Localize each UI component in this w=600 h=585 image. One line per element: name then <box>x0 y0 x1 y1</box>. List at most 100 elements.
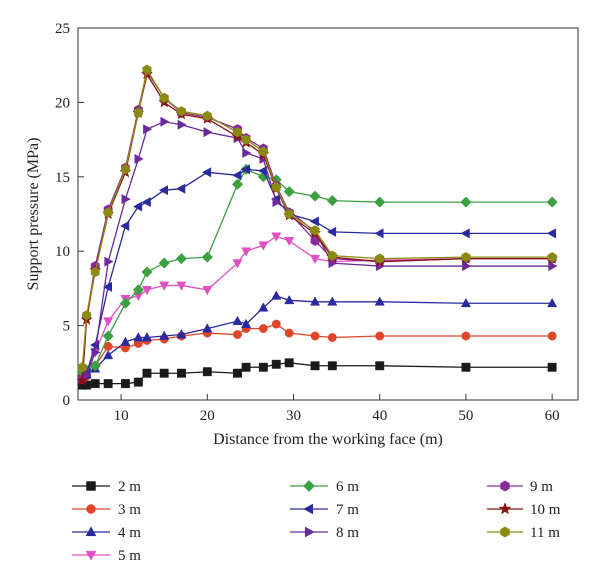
legend: 2 m 3 m 4 m 5 m 6 m 7 m 8 m 9 m 10 m 11 m <box>72 479 561 564</box>
y-axis-label: Support pressure (MPa) <box>25 138 42 291</box>
data-point <box>460 297 471 308</box>
legend-label: 4 m <box>118 525 141 541</box>
data-point <box>284 294 295 305</box>
data-point <box>271 319 281 329</box>
data-point <box>158 257 170 269</box>
data-point <box>548 261 558 272</box>
data-point <box>233 330 242 339</box>
data-point <box>132 201 143 212</box>
data-point <box>327 250 337 261</box>
y-tick-label: 15 <box>55 170 70 186</box>
data-point <box>546 228 556 239</box>
data-point <box>327 296 338 306</box>
data-point <box>103 317 114 327</box>
data-point <box>158 185 169 196</box>
data-point <box>271 232 282 242</box>
legend-marker <box>85 526 97 537</box>
data-point <box>461 362 471 372</box>
legend-label: 3 m <box>118 502 141 518</box>
legend-marker <box>498 502 512 515</box>
data-point <box>82 310 92 321</box>
data-point <box>233 127 242 138</box>
y-tick-label: 10 <box>55 244 70 260</box>
data-point <box>461 331 471 341</box>
x-tick-label: 60 <box>545 408 560 424</box>
data-point <box>142 368 152 378</box>
series-line <box>81 168 553 379</box>
data-point <box>232 315 243 325</box>
data-point <box>375 361 385 371</box>
data-point <box>241 134 251 145</box>
data-point <box>142 64 152 75</box>
x-tick-label: 50 <box>458 408 473 424</box>
x-tick-label: 40 <box>372 408 387 424</box>
data-point <box>231 178 244 190</box>
data-point <box>201 167 212 178</box>
data-point <box>133 107 143 118</box>
legend-marker <box>500 526 510 538</box>
data-point <box>327 361 337 371</box>
x-tick-label: 20 <box>200 408 215 424</box>
data-point <box>120 220 130 231</box>
legend-label: 11 m <box>530 525 560 541</box>
data-point <box>284 208 294 220</box>
y-tick-label: 25 <box>55 21 70 37</box>
legend-label: 5 m <box>118 548 141 564</box>
y-tick-label: 0 <box>63 393 71 409</box>
legend-item: 4 m <box>72 525 141 541</box>
data-point <box>258 324 268 334</box>
data-point <box>175 253 188 265</box>
data-point <box>283 186 295 198</box>
data-point <box>134 153 144 164</box>
data-point <box>241 247 252 257</box>
data-point <box>103 350 114 360</box>
plot-frame <box>77 27 579 401</box>
data-point <box>141 286 153 296</box>
legend-marker <box>500 480 510 492</box>
x-axis-label: Distance from the working face (m) <box>213 431 443 448</box>
data-point <box>143 124 153 135</box>
data-point <box>120 336 131 346</box>
data-point <box>103 379 113 389</box>
data-point <box>202 286 213 296</box>
data-point <box>326 226 337 237</box>
x-tick-label: 10 <box>114 408 129 424</box>
data-point <box>310 296 321 306</box>
data-point <box>177 106 186 117</box>
legend-marker <box>85 550 97 561</box>
data-point <box>232 170 242 181</box>
data-point <box>310 254 321 264</box>
data-point <box>310 361 320 371</box>
data-point <box>242 147 252 159</box>
axes <box>77 27 579 401</box>
data-point <box>176 368 186 378</box>
data-point <box>547 331 557 341</box>
data-point <box>271 290 282 300</box>
legend-item: 11 m <box>487 525 560 541</box>
legend-item: 3 m <box>72 502 141 518</box>
data-point <box>102 281 112 292</box>
data-point <box>176 281 187 291</box>
data-point <box>176 329 187 339</box>
data-point <box>202 110 212 121</box>
data-point <box>141 197 151 208</box>
data-point <box>160 116 170 127</box>
data-point <box>203 127 213 138</box>
data-point <box>132 284 144 296</box>
data-point <box>159 281 170 291</box>
legend-item: 5 m <box>72 548 141 564</box>
legend-label: 6 m <box>336 479 359 495</box>
data-point <box>141 332 153 342</box>
data-point <box>284 358 294 368</box>
legend-marker <box>304 526 315 538</box>
data-point <box>232 259 243 269</box>
data-point <box>91 347 101 358</box>
data-point <box>462 261 472 272</box>
data-point <box>374 196 386 208</box>
series-6m <box>76 163 558 379</box>
data-point <box>258 241 269 251</box>
data-point <box>375 253 385 264</box>
data-point <box>240 164 250 175</box>
data-point <box>141 266 153 278</box>
